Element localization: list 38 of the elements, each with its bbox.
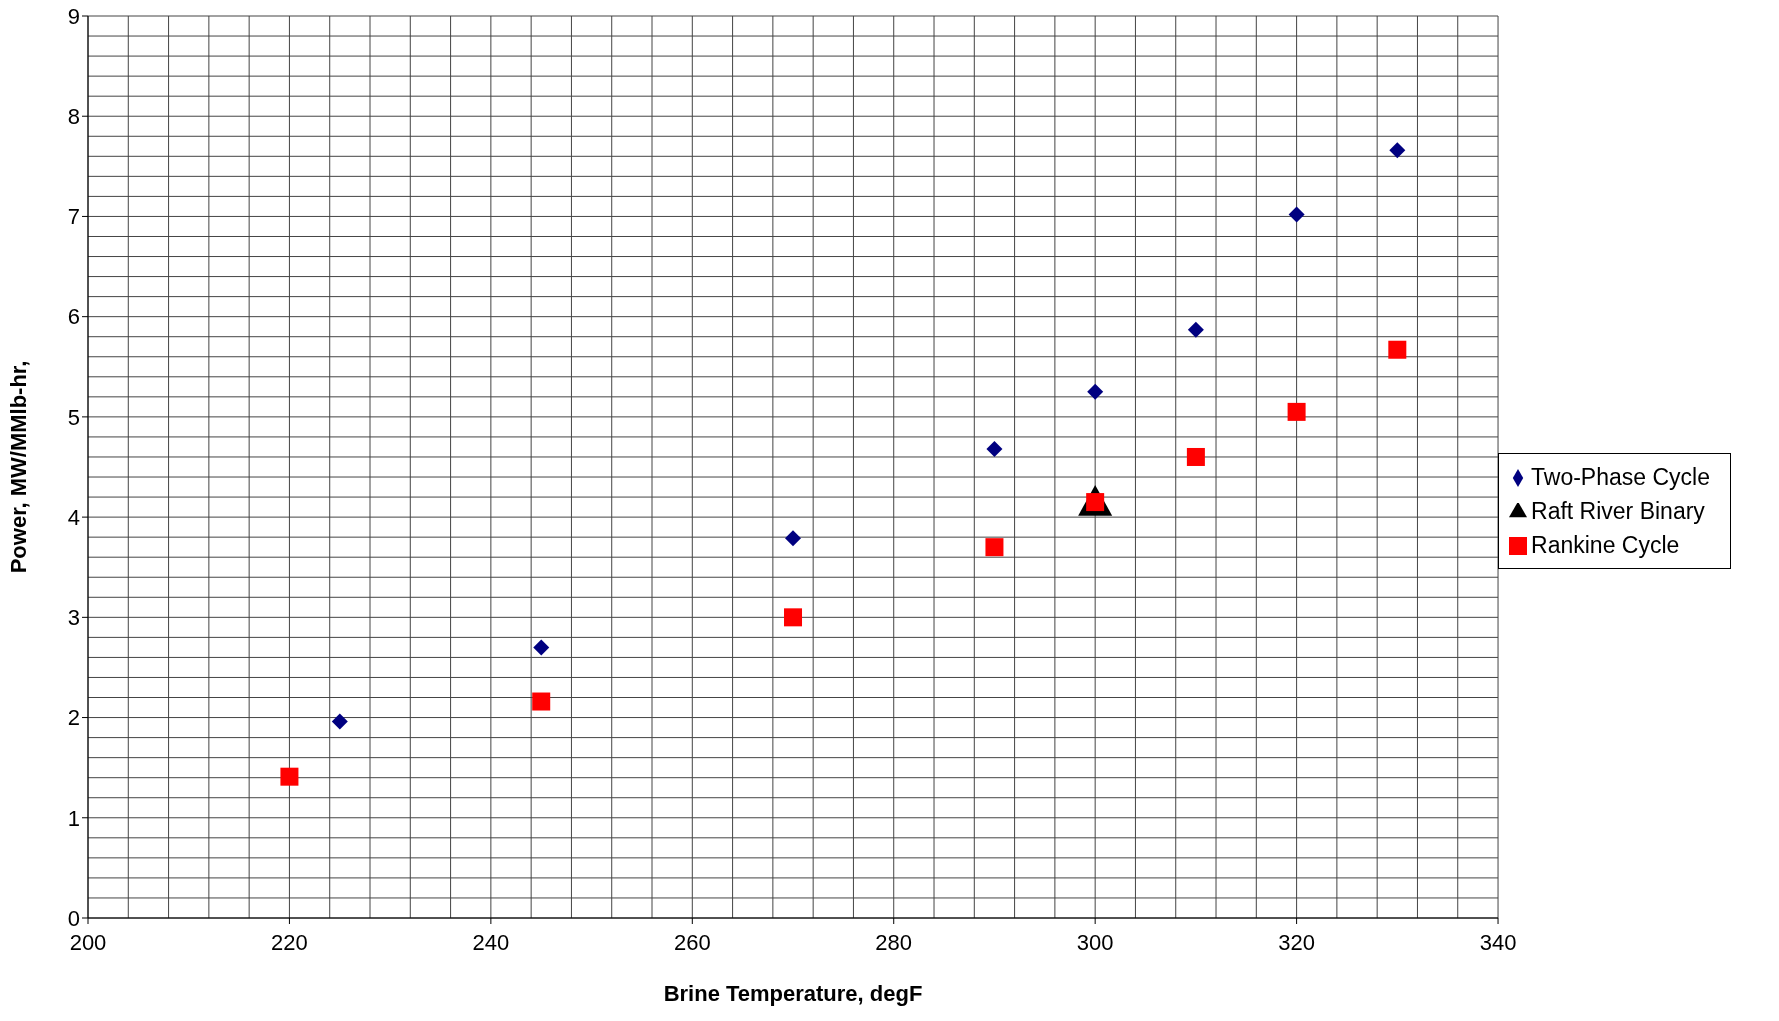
legend-label: Raft River Binary: [1531, 497, 1705, 524]
point: [532, 692, 551, 711]
x-tick-label: 240: [472, 929, 510, 955]
y-tick-label: 7: [67, 204, 80, 230]
x-tick-label: 340: [1479, 929, 1517, 955]
y-tick-label: 0: [67, 905, 80, 931]
y-tick-label: 4: [67, 504, 80, 530]
x-tick-label: 220: [271, 929, 308, 955]
x-tick-label: 200: [69, 929, 107, 955]
point: [331, 713, 348, 730]
point: [1288, 206, 1305, 223]
legend-label: Two-Phase Cycle: [1531, 463, 1710, 490]
x-tick-label: 280: [875, 929, 913, 955]
y-tick-label: 9: [67, 3, 80, 29]
point: [1186, 447, 1205, 466]
legend-label: Rankine Cycle: [1531, 531, 1680, 558]
y-tick-label: 6: [67, 304, 80, 330]
point: [986, 440, 1003, 457]
y-axis-title: Power, MW/MMlb-hr,: [5, 360, 31, 574]
point: [784, 608, 803, 627]
x-tick-label: 320: [1278, 929, 1315, 955]
x-axis-title: Brine Temperature, degF: [663, 981, 923, 1006]
point: [1389, 142, 1406, 159]
point: [785, 530, 802, 547]
point: [1087, 383, 1104, 400]
point: [1187, 321, 1204, 338]
y-tick-label: 8: [67, 104, 80, 130]
y-tick-label: 3: [67, 605, 80, 631]
x-tick-label: 260: [673, 929, 711, 955]
y-tick-label: 2: [67, 705, 80, 731]
x-tick-label: 300: [1076, 929, 1114, 955]
y-tick-label: 1: [67, 805, 80, 831]
point: [1388, 340, 1407, 359]
point: [1287, 402, 1306, 421]
point: [280, 767, 299, 786]
y-tick-label: 5: [67, 404, 80, 430]
point: [533, 639, 550, 656]
point: [985, 538, 1004, 557]
